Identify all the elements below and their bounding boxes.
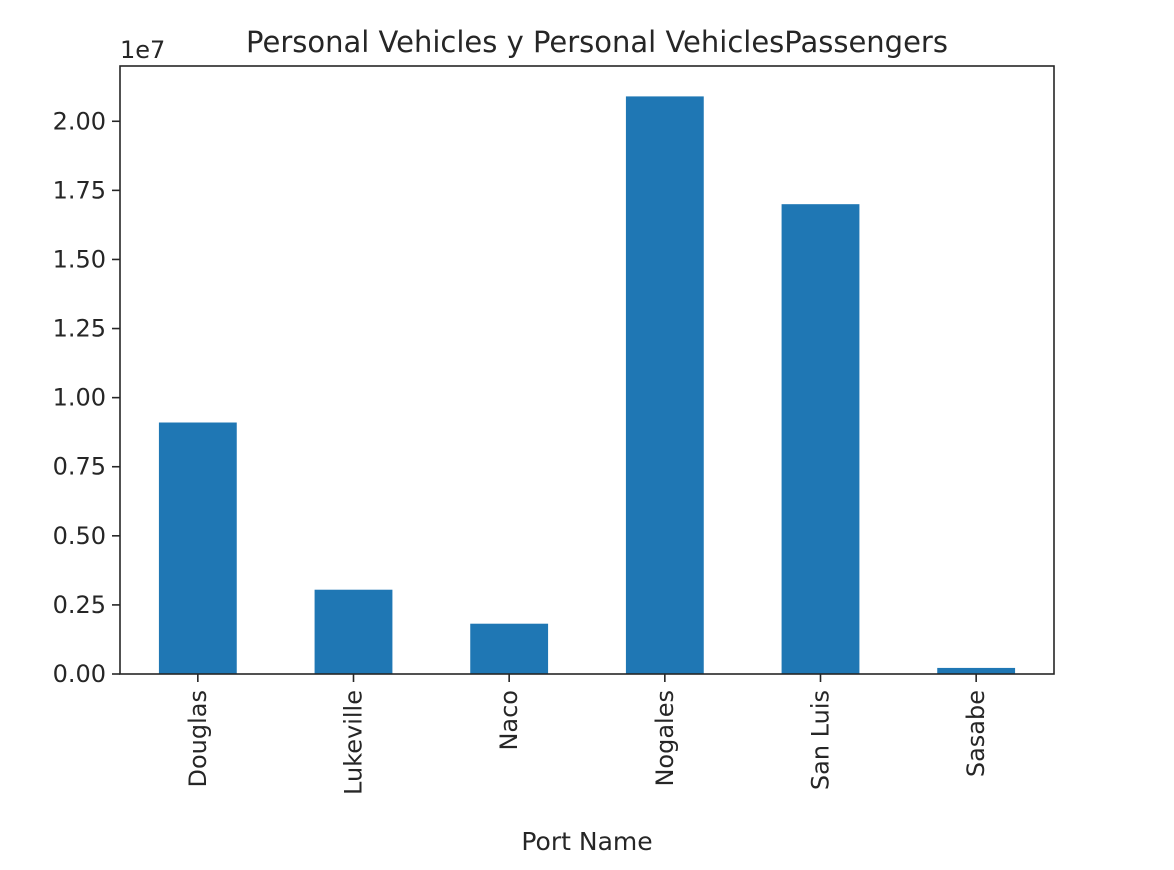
x-tick-label: Naco	[495, 690, 523, 751]
y-tick-label: 0.25	[53, 591, 106, 619]
y-tick-label: 1.25	[53, 315, 106, 343]
bar-sasabe	[937, 667, 1016, 674]
x-tick-label: Douglas	[184, 690, 212, 788]
y-tick-label: 0.50	[53, 522, 106, 550]
y-tick-label: 0.00	[53, 660, 106, 688]
x-axis-label: Port Name	[521, 827, 652, 856]
chart-title: Personal Vehicles y Personal VehiclesPas…	[246, 25, 948, 59]
x-tick-label: Lukeville	[340, 690, 368, 795]
y-tick-label: 1.75	[53, 176, 106, 204]
y-tick-label: 0.75	[53, 453, 106, 481]
y-tick-label: 1.50	[53, 245, 106, 273]
bar-naco	[470, 623, 549, 674]
bar-nogales	[625, 96, 704, 674]
y-tick-label: 2.00	[53, 107, 106, 135]
axes-frame	[119, 65, 1055, 675]
y-axis-offset-label: 1e7	[120, 36, 165, 64]
bars-layer	[158, 96, 1016, 674]
y-axis: 0.00 0.25 0.50 0.75 1.00 1.25 1.50 1.75 2.00	[53, 107, 120, 688]
x-tick-label: Nogales	[651, 690, 679, 787]
y-tick-label: 1.00	[53, 384, 106, 412]
bar-lukeville	[314, 589, 393, 674]
bar-san-luis	[781, 204, 860, 674]
bar-douglas	[158, 422, 237, 674]
x-axis: Douglas Lukeville Naco Nogales San Luis Sasab…	[184, 674, 990, 795]
x-tick-label: San Luis	[807, 690, 835, 790]
x-tick-label: Sasabe	[962, 690, 990, 777]
